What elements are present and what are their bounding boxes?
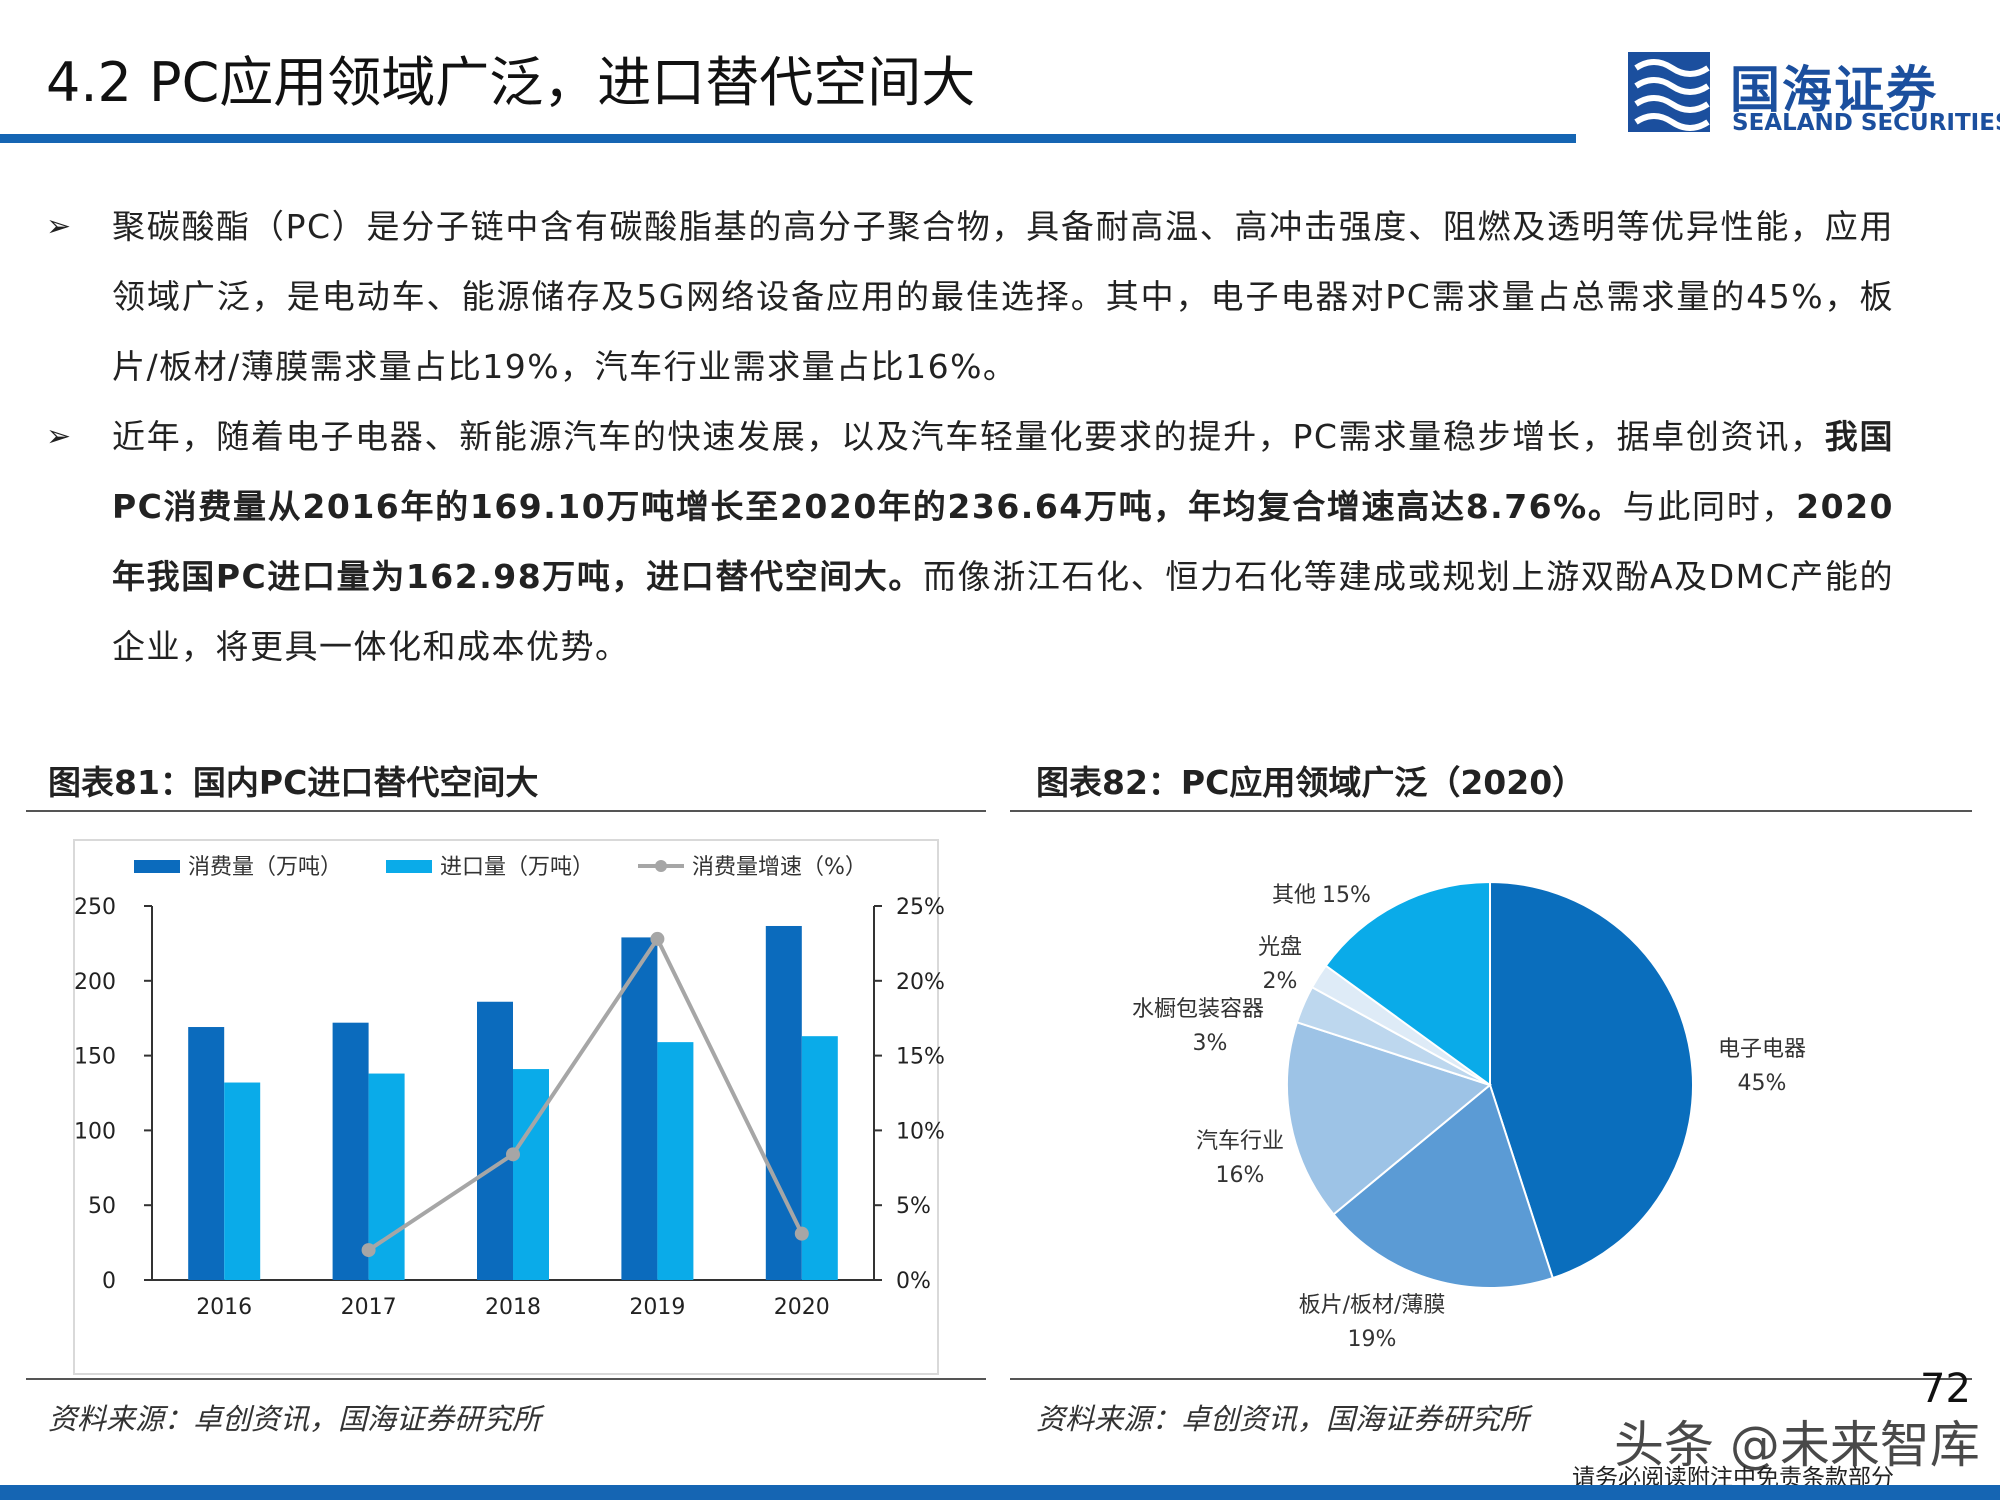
bar-import — [657, 1042, 694, 1280]
x-tick-label: 2017 — [341, 1295, 397, 1320]
growth-point — [650, 931, 665, 946]
pie-label-name: 电子电器 — [1718, 1037, 1806, 1062]
figure-82-bottom-rule — [1010, 1378, 1972, 1380]
x-tick-label: 2020 — [774, 1295, 830, 1320]
bullet-text: 聚碳酸酯（PC）是分子链中含有碳酸脂基的高分子聚合物，具备耐高温、高冲击强度、阻… — [112, 207, 1894, 386]
bottom-bar — [0, 1485, 2000, 1500]
x-tick-label: 2019 — [629, 1295, 685, 1320]
bar-consumption — [477, 1001, 513, 1280]
bullet-paragraph-1: ➢ 聚碳酸酯（PC）是分子链中含有碳酸脂基的高分子聚合物，具备耐高温、高冲击强度… — [46, 192, 1896, 402]
legend-label-growth: 消费量增速（%） — [692, 855, 867, 880]
pie-label-value: 19% — [1348, 1327, 1397, 1352]
figure-82-title: 图表82：PC应用领域广泛（2020） — [1036, 763, 1586, 802]
growth-point — [794, 1226, 809, 1241]
bullet-text: 近年，随着电子电器、新能源汽车的快速发展，以及汽车轻量化要求的提升，PC需求量稳… — [112, 417, 1895, 666]
y-right-tick-label: 0% — [896, 1269, 931, 1294]
watermark-text: 头条 @未来智库 — [1614, 1416, 1980, 1474]
legend-label-consumption: 消费量（万吨） — [188, 855, 342, 880]
y-right-tick-label: 5% — [896, 1194, 931, 1219]
logo-text-en: SEALAND SECURITIES — [1732, 110, 2000, 136]
figure-81-bottom-rule — [26, 1378, 986, 1380]
pie-label-value: 3% — [1193, 1031, 1228, 1056]
chart-frame — [73, 839, 939, 1375]
pie-label-name: 光盘 — [1258, 935, 1302, 960]
title-rule — [0, 134, 1576, 143]
pie-label-name: 其他 — [1272, 883, 1316, 908]
pie-slice — [1324, 880, 1491, 1087]
bullet-paragraph-2: ➢ 近年，随着电子电器、新能源汽车的快速发展，以及汽车轻量化要求的提升，PC需求… — [46, 402, 1896, 682]
pie-label-value: 45% — [1738, 1071, 1787, 1096]
y-right-tick-label: 20% — [896, 970, 945, 995]
y-left-tick-label: 200 — [74, 970, 116, 995]
pie-label-name: 汽车行业 — [1196, 1129, 1284, 1154]
figure-81-source: 资料来源：卓创资讯，国海证券研究所 — [48, 1402, 542, 1436]
x-tick-label: 2016 — [196, 1295, 252, 1320]
bar-import — [513, 1069, 549, 1280]
logo-text-cn: 国海证券 — [1730, 61, 1938, 119]
legend-swatch-import — [386, 860, 432, 873]
y-left-tick-label: 100 — [74, 1119, 116, 1144]
y-left-tick-label: 0 — [102, 1269, 116, 1294]
chart-axes: 0 50 100 150 200 250 0% 5% 10% 15% 20% 25% 2016 2017 2… — [74, 895, 945, 1320]
page-number: 72 — [1920, 1366, 1971, 1412]
pie-slice — [1489, 880, 1694, 1280]
chart-legend: 消费量（万吨） 进口量（万吨） 消费量增速（%） — [134, 855, 867, 880]
figure-82-top-rule — [1010, 810, 1972, 812]
growth-line-path — [367, 934, 804, 1252]
pc-application-pie-chart: 电子电器 45% 板片/板材/薄膜 19% 汽车行业 16% 水橱包装容器 3%… — [1132, 880, 1806, 1352]
y-right-tick-label: 15% — [896, 1045, 945, 1070]
y-right-tick-label: 10% — [896, 1119, 945, 1144]
legend-label-import: 进口量（万吨） — [440, 855, 594, 880]
y-right-tick-label: 25% — [896, 895, 945, 920]
legend-marker-growth — [655, 860, 667, 872]
pie-slice — [1286, 1021, 1493, 1216]
figure-81-top-rule — [26, 810, 986, 812]
pc-import-combo-chart: 消费量（万吨） 进口量（万吨） 消费量增速（%） 0 50 100 150 200 250… — [73, 839, 945, 1375]
pie-label-value: 2% — [1263, 969, 1298, 994]
legend-swatch-consumption — [134, 860, 180, 873]
pie-label-value: 15% — [1322, 883, 1371, 908]
pie-label-name: 板片/板材/薄膜 — [1299, 1293, 1446, 1318]
bar-import — [801, 1036, 838, 1280]
y-left-tick-label: 250 — [74, 895, 116, 920]
pie-label-value: 16% — [1216, 1163, 1265, 1188]
bar-import — [224, 1082, 261, 1280]
growth-point — [506, 1147, 520, 1162]
y-left-tick-label: 50 — [88, 1194, 116, 1219]
chart-growth-line — [361, 931, 809, 1258]
chart-bars — [188, 925, 838, 1280]
arrow-bullet-icon: ➢ — [46, 209, 72, 244]
pie-slices — [1286, 880, 1694, 1289]
figure-82-source: 资料来源：卓创资讯，国海证券研究所 — [1036, 1402, 1530, 1436]
pie-label-name: 水橱包装容器 — [1132, 997, 1264, 1022]
growth-point — [361, 1243, 376, 1258]
bar-consumption — [621, 937, 658, 1280]
figure-81-title: 图表81：国内PC进口替代空间大 — [48, 763, 539, 802]
bar-consumption — [188, 1027, 225, 1280]
x-tick-label: 2018 — [485, 1295, 541, 1320]
pie-labels: 电子电器 45% 板片/板材/薄膜 19% 汽车行业 16% 水橱包装容器 3%… — [1132, 883, 1806, 1352]
bar-consumption — [332, 1022, 369, 1280]
pie-slice — [1332, 1083, 1554, 1289]
arrow-bullet-icon: ➢ — [46, 419, 72, 454]
page-title: 4.2 PC应用领域广泛，进口替代空间大 — [46, 51, 976, 114]
y-left-tick-label: 150 — [74, 1045, 116, 1070]
sealand-wave-icon — [1628, 52, 1710, 132]
sealand-logo: 国海证券 SEALAND SECURITIES — [1624, 46, 2000, 146]
